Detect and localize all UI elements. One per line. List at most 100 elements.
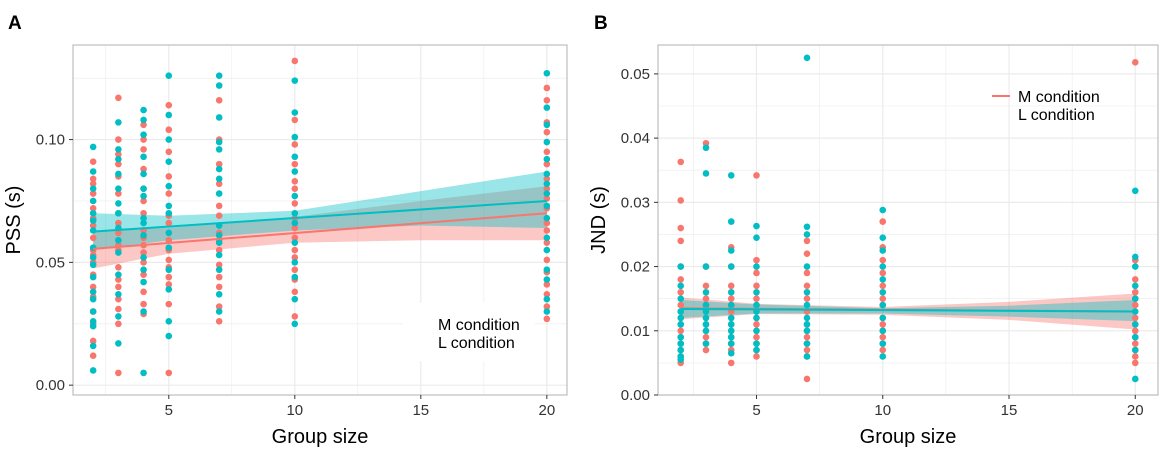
panel-b-point-m [803, 269, 811, 277]
panel-b-point-l [702, 288, 710, 296]
panel-b-point-m [677, 327, 685, 335]
panel-b-point-m [879, 333, 887, 341]
panel-b-point-m [753, 295, 760, 302]
panel-a-point-m [140, 288, 147, 296]
panel-b-point-m [727, 282, 735, 290]
panel-b-point-l [803, 327, 811, 335]
panel-a-point-l [89, 308, 97, 315]
panel-b-point-l [803, 223, 811, 231]
panel-a-point-l [215, 146, 223, 153]
panel-a-point-m [543, 148, 551, 156]
panel-b-point-l [1131, 346, 1139, 354]
panel-b-point-l [753, 346, 760, 354]
panel-b-point-m [702, 295, 710, 302]
panel-a-point-m [543, 239, 551, 247]
panel-a-point-l [215, 266, 223, 274]
panel-a-point-l [140, 131, 147, 138]
panel-b-point-m [727, 359, 735, 367]
panel-b-point-m [879, 256, 887, 264]
panel-b-point-l [753, 222, 760, 230]
panel-a-point-m [215, 212, 223, 220]
panel-a-point-l [543, 308, 551, 315]
panel-a-point-m [89, 190, 97, 197]
panel-b-point-l [753, 234, 760, 241]
panel-b-point-m [803, 333, 811, 341]
panel-a-point-m [215, 273, 223, 281]
panel-b-point-m [753, 269, 760, 277]
panel-a-point-l [291, 109, 299, 116]
panel-a-point-m [140, 259, 147, 266]
panel-b-point-l [803, 340, 811, 347]
panel-b-point-m [803, 375, 811, 383]
panel-a-point-m [215, 303, 223, 310]
panel-a-point-l [543, 202, 551, 210]
panel-b-point-l [702, 327, 710, 335]
panel-a-fit-line-l [93, 199, 547, 233]
panel-b-point-m [677, 197, 685, 204]
panel-a-point-m [89, 352, 97, 360]
panel-b-point-l [879, 340, 887, 347]
panel-a-point-l [165, 318, 173, 325]
panel-a-legend-m-label: M condition [438, 317, 520, 334]
panel-a-point-l [291, 168, 299, 175]
panel-a-point-l [215, 239, 223, 247]
panel-a-point-l [543, 104, 551, 111]
panel-a-point-l [291, 295, 299, 303]
panel-a-point-l [291, 209, 299, 217]
panel-a-point-l [165, 209, 173, 217]
panel-b-points [677, 54, 1139, 383]
panel-b-point-m [753, 321, 760, 328]
panel-a-point-m [165, 173, 173, 180]
panel-b-point-l [702, 301, 710, 309]
panel-b-point-l [727, 247, 735, 254]
panel-b-point-m [1131, 359, 1139, 367]
panel-a-point-m [165, 101, 173, 109]
panel-a-ci-band-m [93, 186, 547, 269]
panel-a-point-l [291, 273, 299, 281]
panel-a-point-m [291, 313, 299, 320]
panel-a-point-m [291, 254, 299, 261]
panel-a-point-m [140, 271, 147, 278]
panel-a-x-ticks: 5 10 15 20 [165, 395, 555, 419]
panel-b-point-l [879, 234, 887, 241]
panel-b-point-l [727, 340, 735, 347]
panel-a-point-l [215, 190, 223, 197]
panel-b-x-axis-title: Group size [860, 426, 957, 448]
panel-a-point-l [291, 192, 299, 200]
panel-a-point-m [165, 273, 173, 281]
panel-a-confidence-bands [93, 171, 547, 269]
panel-a-point-l [89, 288, 97, 296]
panel-b-point-l [727, 263, 735, 270]
panel-b-point-l [753, 327, 760, 335]
panel-b-legend: M condition L condition [992, 89, 1100, 124]
panel-b-point-l [753, 340, 760, 347]
panel-a-point-l [89, 143, 97, 151]
panel-a-point-m [543, 290, 551, 298]
panel-a-point-m [291, 246, 299, 254]
panel-b-point-m [702, 333, 710, 341]
panel-a-point-l [165, 266, 173, 274]
panel-a-point-m [543, 84, 551, 92]
panel-a-point-m [165, 126, 173, 134]
panel-a-point-l [89, 273, 97, 281]
panel-b-ci-band-m [680, 293, 1136, 330]
panel-a-point-m [543, 256, 551, 264]
panel-b-point-m [677, 288, 685, 296]
panel-a-point-l [165, 244, 173, 251]
panel-b-y-ticks: 0.00 0.01 0.02 0.03 0.04 0.05 [621, 66, 658, 404]
panel-a-point-l [89, 318, 97, 325]
panel-b-x-tick-label: 5 [752, 402, 760, 419]
panel-a-point-l [291, 153, 299, 161]
panel-b-legend-m-label: M condition [1018, 89, 1100, 106]
panel-b-point-l [803, 314, 811, 322]
panel-a-y-tick-label: 0.05 [36, 254, 65, 271]
panel-b-point-m [1131, 353, 1139, 360]
panel-b-point-m [677, 224, 685, 232]
panel-a-point-l [115, 155, 122, 163]
panel-a-point-m [215, 283, 223, 291]
panel-b-point-m [702, 282, 710, 290]
panel-a-point-l [543, 155, 551, 163]
panel-a-point-l [140, 254, 147, 261]
panel-b-x-tick-label: 10 [874, 402, 891, 419]
panel-a-point-m [89, 175, 97, 183]
